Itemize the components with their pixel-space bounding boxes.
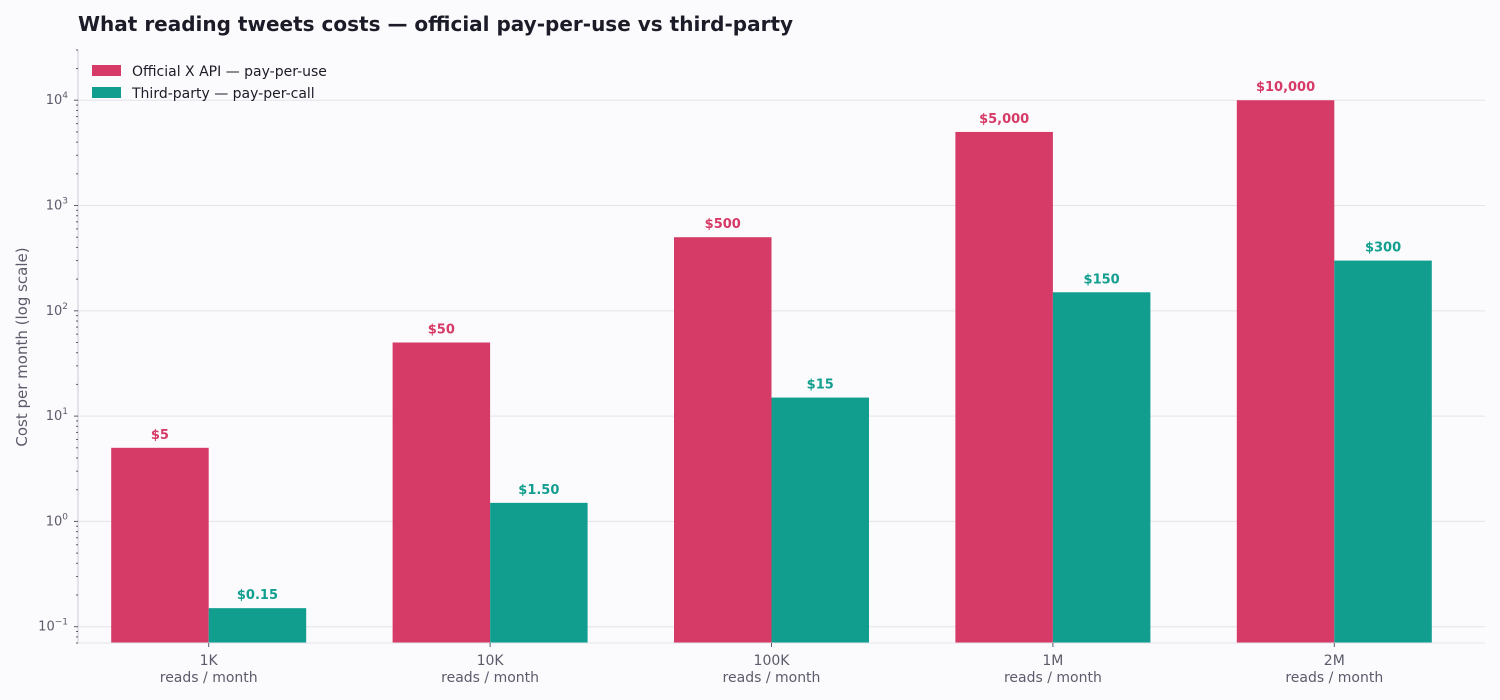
x-tick-sublabel: reads / month — [723, 670, 821, 686]
y-tick-label: 101 — [46, 407, 68, 424]
bar — [955, 131, 1053, 643]
y-tick-label: 103 — [46, 197, 68, 214]
legend: Official X API — pay-per-use Third-party … — [92, 64, 327, 102]
data-label: $150 — [1084, 272, 1120, 287]
data-label: $15 — [807, 378, 834, 393]
chart-title: What reading tweets costs — official pay… — [78, 12, 793, 36]
legend-swatch — [92, 87, 121, 98]
y-tick-label: 104 — [46, 91, 69, 108]
legend-label: Official X API — pay-per-use — [132, 64, 327, 80]
x-tick-label: 1K — [200, 653, 219, 669]
x-tick-label: 10K — [477, 653, 505, 669]
bar — [490, 502, 588, 643]
bar — [771, 397, 869, 643]
data-label: $50 — [428, 323, 455, 338]
bar — [1236, 100, 1335, 644]
data-label: $10,000 — [1256, 80, 1315, 95]
x-tick-sublabel: reads / month — [160, 670, 258, 686]
bar — [208, 608, 307, 643]
data-label: $500 — [705, 217, 741, 232]
x-tick-label: 1M — [1042, 653, 1063, 669]
data-label: $5 — [151, 428, 169, 443]
x-tick-sublabel: reads / month — [1004, 670, 1102, 686]
y-tick-label: 102 — [46, 302, 68, 319]
y-tick-label: 10−1 — [38, 618, 68, 635]
y-tick-label: 100 — [46, 512, 69, 529]
x-tick-label: 2M — [1324, 653, 1345, 669]
y-axis-label: Cost per month (log scale) — [13, 247, 31, 446]
bars: $5 $0.15 $50 $1.50 $500 $15 $5,000 $150 $10,000 $… — [111, 80, 1432, 644]
legend-label: Third-party — pay-per-call — [131, 86, 315, 102]
data-label: $300 — [1365, 241, 1401, 256]
bar — [1052, 292, 1151, 643]
data-label: $0.15 — [237, 588, 278, 603]
bar — [392, 342, 491, 643]
x-tick-sublabel: reads / month — [441, 670, 539, 686]
x-tick-sublabel: reads / month — [1285, 670, 1383, 686]
legend-swatch — [92, 65, 121, 76]
bar — [1334, 260, 1432, 643]
data-label: $5,000 — [979, 112, 1029, 127]
bar — [674, 237, 772, 643]
bar — [111, 447, 209, 643]
data-label: $1.50 — [518, 483, 559, 498]
x-tick-label: 100K — [754, 653, 791, 669]
